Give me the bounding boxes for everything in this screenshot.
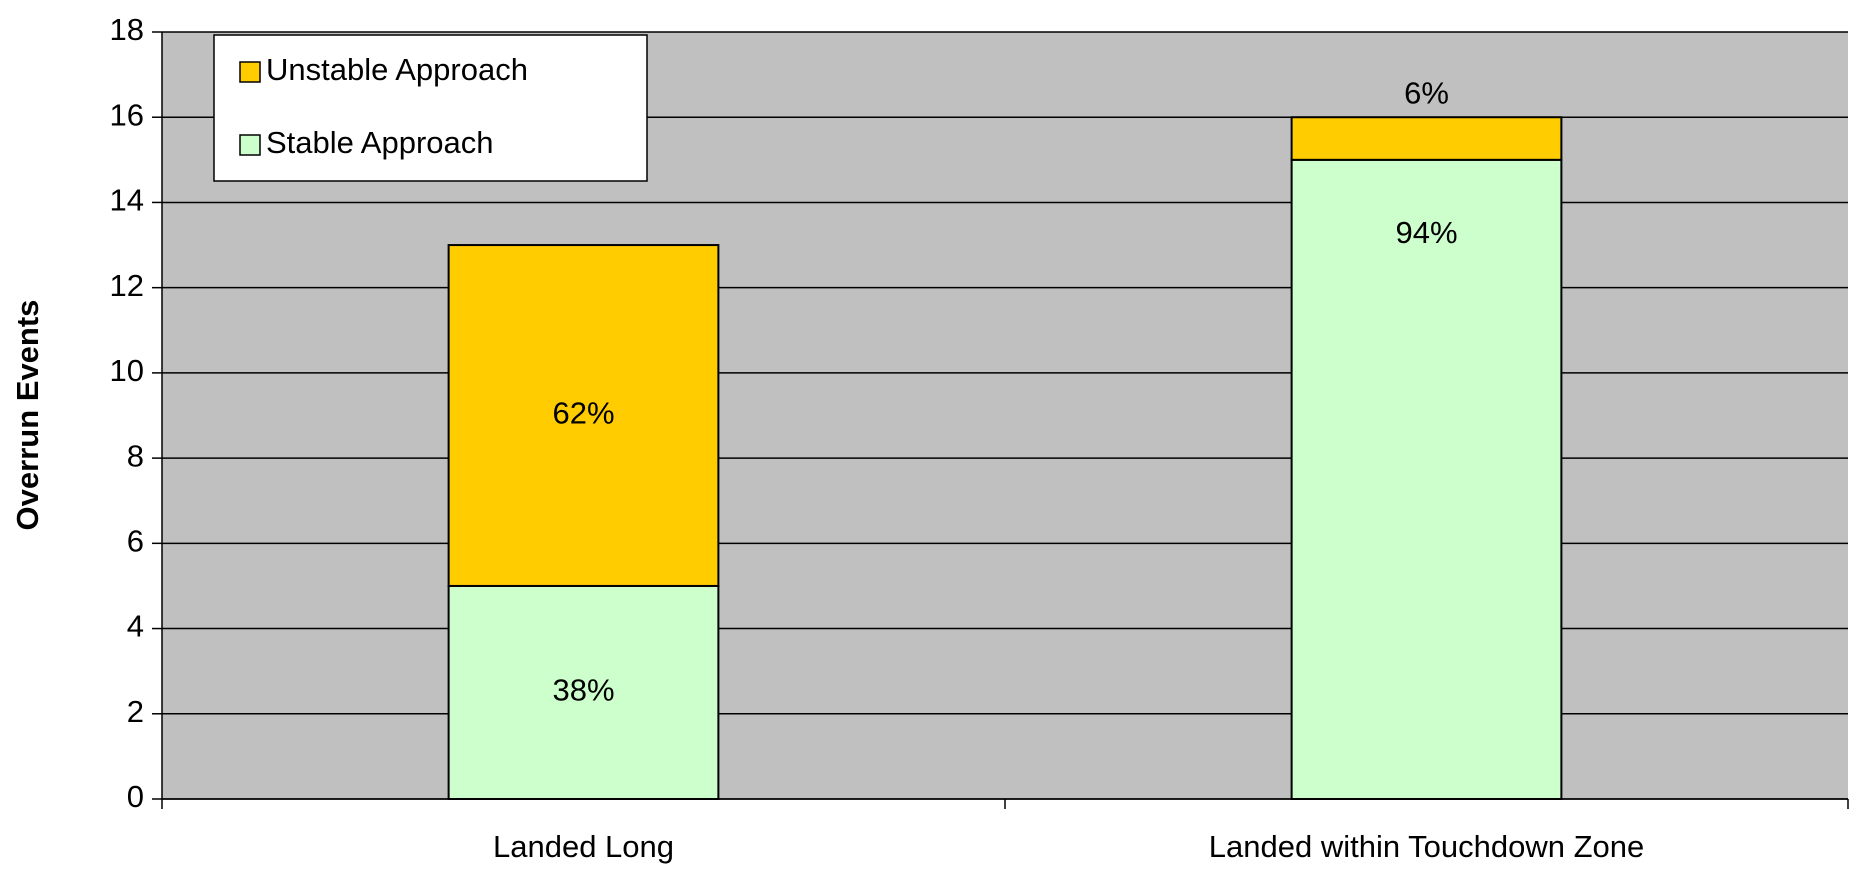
- y-axis-label: Overrun Events: [10, 300, 45, 531]
- segment-label: 38%: [552, 673, 614, 708]
- legend-swatch: [239, 61, 261, 83]
- y-tick-label: 4: [127, 609, 144, 644]
- bar-segment: [1290, 116, 1563, 161]
- bar-segment: [447, 244, 720, 587]
- y-tick-label: 0: [127, 779, 144, 814]
- bar-segment: [447, 584, 720, 801]
- y-tick-label: 18: [110, 12, 144, 47]
- bar-segment: [1290, 158, 1563, 801]
- segment-label: 62%: [552, 396, 614, 431]
- y-tick-label: 16: [110, 97, 144, 132]
- segment-label: 6%: [1404, 75, 1449, 110]
- y-tick-label: 6: [127, 524, 144, 559]
- legend-label: Stable Approach: [266, 125, 494, 160]
- x-tick-label: Landed Long: [493, 829, 674, 864]
- y-tick-label: 14: [110, 183, 144, 218]
- legend-label: Unstable Approach: [266, 52, 528, 87]
- segment-label: 94%: [1395, 215, 1457, 250]
- y-tick-label: 8: [127, 438, 144, 473]
- y-tick-label: 10: [110, 353, 144, 388]
- y-tick-label: 2: [127, 694, 144, 729]
- y-tick-label: 12: [110, 268, 144, 303]
- legend-box: [213, 34, 648, 182]
- legend-swatch: [239, 134, 261, 156]
- x-tick-label: Landed within Touchdown Zone: [1209, 829, 1644, 864]
